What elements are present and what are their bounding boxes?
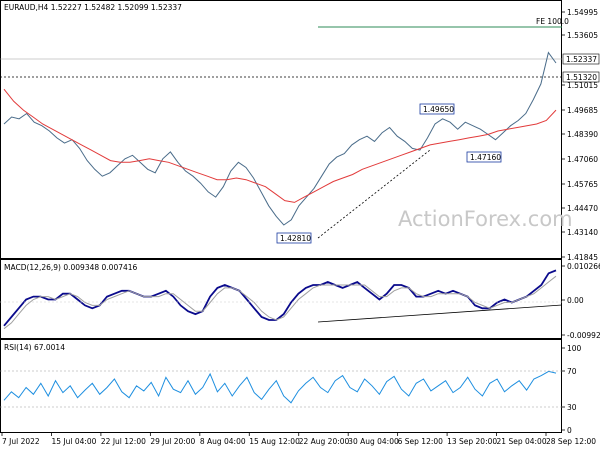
svg-text:1.47160: 1.47160 [470,153,501,162]
price-panel-frame [0,0,562,259]
macd-panel-frame [0,259,562,339]
price-y-tick-label: 1.43140 [567,228,598,237]
annotation-mid: 1.47160 [466,151,502,163]
price-y-tick-label: 1.41845 [567,253,598,262]
rsi-y-tick-label: 70 [567,367,577,376]
current-price-tag: 1.52337 [562,53,600,65]
x-tick-label: 6 Sep 12:00 [398,437,444,446]
price-y-tick-label: 1.54995 [567,8,598,17]
x-tick-label: 15 Aug 12:00 [249,437,300,446]
price-y-tick-label: 1.51015 [567,81,598,90]
x-tick-label: 28 Sep 12:00 [546,437,596,446]
rsi-rsi-line [3,370,557,404]
macd-signal-line [3,275,557,330]
svg-text:1.51320: 1.51320 [566,73,597,82]
x-tick-label: 7 Jul 2022 [2,437,40,446]
price-price-line [3,51,557,226]
macd-y-tick-label: 0.010266 [567,262,600,271]
rsi-y-tick-label: 0 [567,426,572,435]
price-y-tick-label: 1.44470 [567,204,598,213]
marked-level-tag: 1.51320 [562,71,600,83]
price-title: EURAUD,H4 1.52227 1.52482 1.52099 1.5233… [4,3,182,12]
rsi-y-tick-label: 100 [567,344,582,353]
price-axis: 1.54995 1.53605 1.51015 1.49685 1.48390 1.470… [562,8,598,262]
rsi-panel-frame [0,339,562,433]
x-tick-label: 13 Sep 20:00 [447,437,497,446]
x-axis: 7 Jul 2022 15 Jul 04:00 22 Jul 12:00 29 Jul… [1,433,596,446]
macd-trendline [317,304,563,323]
macd-y-tick-label: 0.00 [567,296,584,305]
price-y-tick-label: 1.48390 [567,130,598,139]
x-tick-label: 21 Sep 04:00 [497,437,547,446]
x-tick-label: 22 Jul 12:00 [101,437,146,446]
x-tick-label: 15 Jul 04:00 [51,437,96,446]
rsi-axis: 100 70 30 0 [562,344,582,435]
price-y-tick-label: 1.53605 [567,31,598,40]
fe-label: FE 100.0 [536,17,569,26]
price-moving-average-line [3,88,557,203]
price-series-group [3,51,557,226]
x-tick-label: 8 Aug 04:00 [200,437,246,446]
price-y-tick-label: 1.49685 [567,106,598,115]
macd-series-group [3,269,557,330]
macd-y-tick-label: -0.009929 [567,331,600,340]
rsi-title: RSI(14) 67.0014 [4,343,65,352]
watermark: ActionForex.com [398,207,573,231]
x-tick-label: 30 Aug 04:00 [348,437,399,446]
x-tick-label: 22 Aug 20:00 [299,437,350,446]
price-y-tick-label: 1.45765 [567,180,598,189]
price-y-tick-label: 1.47060 [567,155,598,164]
svg-text:1.52337: 1.52337 [566,55,597,64]
macd-title: MACD(12,26,9) 0.009348 0.007416 [4,263,138,272]
svg-text:1.49650: 1.49650 [423,105,454,114]
rsi-series-group [3,370,557,404]
annotation-high: 1.49650 [419,103,455,115]
x-tick-label: 29 Jul 20:00 [150,437,195,446]
rsi-y-tick-label: 30 [567,403,577,412]
svg-text:1.42810: 1.42810 [280,234,311,243]
macd-axis: 0.010266 0.00 -0.009929 [562,262,600,340]
annotation-low: 1.42810 [276,232,312,244]
